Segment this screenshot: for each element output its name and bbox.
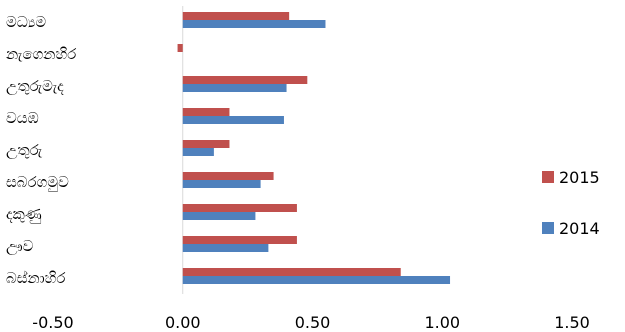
legend-label-2015: 2015 (559, 168, 600, 187)
x-tick-label: 1.00 (424, 313, 460, 332)
bars-group (177, 12, 451, 284)
bar-2015-0 (182, 12, 290, 20)
bar-2015-5 (182, 172, 274, 180)
category-label: උතුරු (6, 141, 43, 159)
category-label: බස්නාහිර (6, 269, 66, 287)
bar-2015-2 (182, 76, 308, 84)
x-tick-label: 0.00 (165, 313, 201, 332)
bar-2015-4 (182, 140, 230, 148)
bar-2014-0 (182, 20, 326, 28)
x-tick-labels: -0.50 0.00 0.50 1.00 1.50 (32, 313, 590, 332)
category-label: සබරගමුව (6, 173, 69, 192)
bar-2014-8 (182, 276, 451, 284)
legend-swatch-2015 (542, 171, 554, 183)
category-labels: මධ්‍යම නැගෙනහිර උතුරුමැද වයඹ උතුරු සබරගමුව දකු… (6, 13, 76, 287)
legend-label-2014: 2014 (559, 219, 600, 238)
bar-2015-3 (182, 108, 230, 116)
bar-2015-6 (182, 204, 297, 212)
category-label: දකුණු (6, 205, 42, 224)
category-label: මධ්‍යම (6, 13, 46, 31)
x-tick-label: -0.50 (32, 313, 73, 332)
legend: 2015 2014 (542, 168, 600, 238)
bar-2015-8 (182, 268, 401, 276)
bar-2014-6 (182, 212, 256, 220)
x-tick-label: 0.50 (295, 313, 331, 332)
bar-2014-3 (182, 116, 284, 124)
bar-2015-7 (182, 236, 297, 244)
category-label: ඌව (6, 237, 34, 255)
bar-2014-5 (182, 180, 261, 188)
bar-2014-7 (182, 244, 269, 252)
legend-swatch-2014 (542, 222, 554, 234)
bar-2015-1 (177, 44, 183, 52)
bar-2014-2 (182, 84, 287, 92)
category-label: නැගෙනහිර (6, 45, 76, 63)
x-tick-label: 1.50 (554, 313, 590, 332)
category-label: උතුරුමැද (6, 77, 64, 95)
bar-2014-4 (182, 148, 214, 156)
category-label: වයඹ (6, 109, 39, 127)
